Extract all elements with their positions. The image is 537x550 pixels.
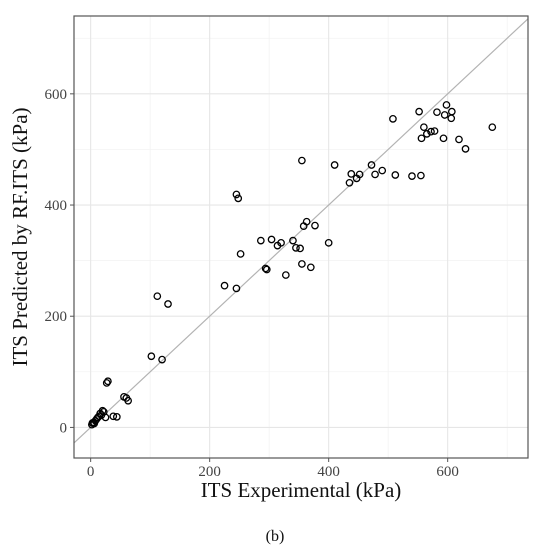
data-point bbox=[461, 145, 470, 153]
data-point bbox=[355, 170, 364, 179]
axis-ticks: 0 200 400 600 0 200 400 600 bbox=[45, 87, 459, 480]
data-point bbox=[256, 236, 265, 245]
data-point bbox=[433, 108, 441, 117]
data-point bbox=[345, 178, 354, 187]
data-point bbox=[98, 406, 107, 415]
data-point bbox=[164, 300, 172, 308]
x-axis-title: ITS Experimental (kPa) bbox=[201, 478, 402, 502]
data-point bbox=[101, 413, 110, 422]
data-point bbox=[153, 292, 162, 301]
y-axis-title: ITS Predicted by RF.ITS (kPa) bbox=[8, 107, 32, 366]
data-point bbox=[277, 238, 285, 247]
x-tick-label: 0 bbox=[87, 464, 95, 480]
data-point bbox=[417, 134, 426, 143]
data-point bbox=[232, 190, 241, 199]
data-point bbox=[324, 238, 333, 247]
y-tick-label: 400 bbox=[45, 198, 68, 214]
data-point bbox=[267, 235, 276, 244]
identity-line bbox=[73, 18, 529, 444]
data-point bbox=[371, 170, 379, 179]
data-point bbox=[289, 236, 297, 245]
data-point bbox=[232, 284, 241, 293]
data-point bbox=[298, 260, 306, 268]
data-point bbox=[104, 377, 112, 386]
data-point bbox=[234, 194, 243, 203]
data-point bbox=[158, 355, 166, 364]
y-tick-label: 0 bbox=[60, 420, 68, 436]
data-point bbox=[391, 171, 400, 179]
data-point bbox=[102, 379, 111, 387]
data-point bbox=[302, 217, 311, 226]
data-point bbox=[427, 127, 435, 136]
data-point bbox=[306, 263, 315, 272]
data-point bbox=[455, 135, 463, 144]
data-point bbox=[442, 101, 451, 109]
data-point bbox=[430, 127, 439, 135]
data-point bbox=[447, 107, 456, 116]
data-point bbox=[417, 171, 425, 180]
x-tick-label: 400 bbox=[317, 464, 340, 480]
data-point bbox=[367, 161, 376, 169]
data-point bbox=[109, 412, 118, 421]
plot-panel-border bbox=[73, 15, 529, 459]
data-point bbox=[422, 130, 431, 138]
data-points bbox=[88, 101, 497, 429]
data-point bbox=[447, 114, 456, 123]
x-tick-label: 600 bbox=[436, 464, 459, 480]
data-point bbox=[488, 123, 497, 132]
data-point bbox=[311, 221, 319, 230]
data-point bbox=[439, 134, 448, 143]
y-tick-label: 200 bbox=[45, 309, 68, 325]
data-point bbox=[408, 172, 416, 180]
data-point bbox=[262, 265, 271, 274]
data-point bbox=[420, 123, 428, 132]
data-point bbox=[347, 170, 356, 178]
data-point bbox=[389, 115, 397, 123]
y-tick-label: 600 bbox=[45, 87, 68, 103]
data-point bbox=[440, 111, 449, 119]
data-point bbox=[112, 413, 121, 421]
data-point bbox=[124, 396, 132, 405]
data-point bbox=[236, 250, 245, 258]
data-point bbox=[281, 271, 290, 279]
x-tick-label: 200 bbox=[198, 464, 221, 480]
data-point bbox=[220, 281, 229, 290]
data-point bbox=[147, 352, 156, 361]
data-point bbox=[378, 166, 387, 175]
data-point bbox=[296, 244, 304, 253]
data-point bbox=[292, 243, 300, 252]
data-point bbox=[330, 161, 339, 169]
data-point bbox=[261, 264, 270, 273]
identity-line-layer bbox=[73, 18, 529, 444]
data-point bbox=[415, 107, 423, 116]
figure-caption: (b) bbox=[266, 528, 285, 545]
data-point bbox=[298, 156, 306, 165]
